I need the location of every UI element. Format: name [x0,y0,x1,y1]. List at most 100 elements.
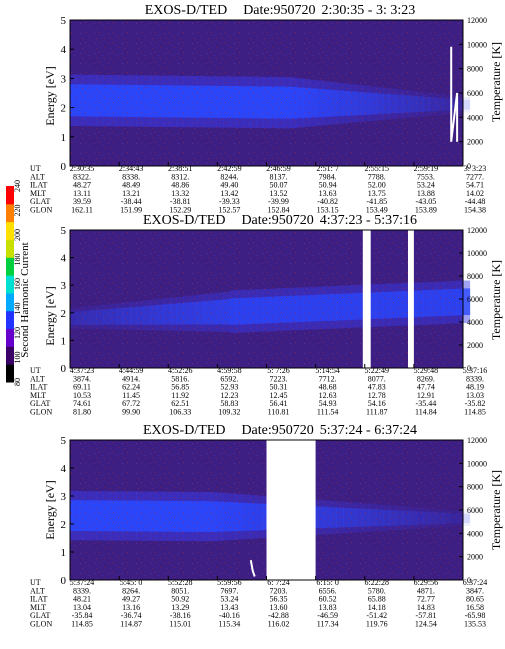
table-cell: 74.61 [73,399,91,408]
table-cell: 12.91 [417,391,435,400]
table-cell: 13.04 [73,603,91,612]
panel-2-gaps [362,230,414,368]
table-cell: -40.82 [317,197,338,206]
table-cell: 81.80 [73,408,91,417]
table-cell: 12.78 [368,391,386,400]
colorbar-tick-label: 240 [13,180,22,192]
panel-2-ylabel-right: Temperature [K] [489,260,503,340]
table-cell: 4:44:59 [119,366,143,375]
panel-1: EXOS-D/TED Date:950720 2:30:35 - 3: 3:23 E… [30,3,503,215]
table-cell: 14.18 [368,603,386,612]
y-right-tick-label: 6000 [467,506,483,515]
table-cell: 152.57 [218,206,240,215]
table-cell: 114.87 [120,620,142,629]
table-cell: 4914. [122,374,140,383]
y-right-tick-label: 4000 [467,529,483,538]
panel-3-trace [249,560,256,577]
table-cell: 7553. [417,172,435,181]
y-right-tick-label: 2000 [467,341,483,350]
table-row-label: ALT [30,374,45,383]
table-cell: 60.52 [319,595,337,604]
colorbar-segment [6,221,14,240]
table-cell: 5: 7:26 [267,366,289,375]
table-cell: 56.41 [270,399,288,408]
table-row-label: MLT [30,189,46,198]
y-tick-label: 0 [61,363,67,375]
table-cell: -38.44 [121,197,142,206]
table-cell: 13.32 [171,189,189,198]
panel-3: EXOS-D/TED Date:950720 5:37:24 - 6:37:24 E… [30,423,503,629]
panel-3-ticks: 0 1 2 3 4 5 0 2000 4000 6000 8000 10000 12000 [61,435,488,587]
table-cell: -46.59 [317,611,338,620]
table-row-label: GLAT [30,197,51,206]
table-row-label: MLT [30,603,46,612]
panel-1-ylabel-right: Temperature [K] [489,42,503,122]
band-cell-core [463,513,471,524]
table-cell: 12.23 [220,391,238,400]
table-row-label: UT [30,366,41,375]
band-cell-outer [463,96,471,113]
table-cell: 62.51 [171,399,189,408]
table-cell: 50.07 [270,181,288,190]
table-cell: 5780. [368,586,386,595]
table-cell: 53.24 [220,595,238,604]
y-right-tick-label: 12000 [467,226,487,235]
table-cell: 13.16 [122,603,140,612]
table-cell: 7277. [466,172,484,181]
table-cell: 153.49 [366,206,388,215]
table-row-label: ALT [30,586,45,595]
table-cell: 49.27 [122,595,140,604]
colorbar-segment [6,186,14,205]
panel-2: EXOS-D/TED Date:950720 4:37:23 - 5:37:16 E… [30,213,503,417]
colorbar-segment [6,310,14,329]
table-cell: -35.44 [416,399,437,408]
table-cell: 13.52 [270,189,288,198]
table-cell: 8312. [171,172,189,181]
colorbar-label: Second Harmonic Current [19,242,31,357]
panel-1-table: UTALTILATMLTGLATGLON2:30:358322.48.2713.… [30,164,486,215]
table-cell: 116.02 [268,620,290,629]
table-cell: 152.29 [169,206,191,215]
table-cell: 5:29:48 [414,366,438,375]
y-right-tick-label: 6000 [467,89,483,98]
y-right-tick-label: 0 [467,364,471,373]
table-row-label: UT [30,578,41,587]
y-tick-label: 0 [61,161,67,173]
table-cell: 13.88 [417,189,435,198]
table-cell: 53.24 [417,181,435,190]
panel-1-title: EXOS-D/TED Date:950720 2:30:35 - 3: 3:23 [145,3,416,18]
table-cell: 2:34:43 [119,164,143,173]
table-cell: 12.45 [270,391,288,400]
table-cell: -40.16 [219,611,240,620]
table-cell: 67.72 [122,399,140,408]
table-cell: 69.11 [73,383,91,392]
y-tick-label: 2 [61,308,67,320]
colorbar-segment [6,203,14,223]
y-right-tick-label: 2000 [467,553,483,562]
table-cell: 72.77 [417,595,435,604]
table-row-label: ILAT [30,383,47,392]
table-cell: 114.84 [415,408,437,417]
colorbar-segment [6,328,14,347]
table-cell: 5:14:54 [315,366,339,375]
y-tick-label: 0 [61,575,67,587]
y-tick-label: 1 [61,335,67,347]
table-row-label: ILAT [30,181,47,190]
panel-3-table: UTALTILATMLTGLATGLON5:37:248339.48.2113.… [30,578,487,629]
table-cell: 8051. [171,586,189,595]
data-gap [266,440,316,580]
table-cell: 7788. [368,172,386,181]
y-tick-label: 2 [61,519,67,531]
table-cell: 153.89 [415,206,437,215]
table-cell: 48.21 [73,595,91,604]
table-cell: 6592. [220,374,238,383]
table-cell: 8339. [466,374,484,383]
table-cell: 6:37:24 [463,578,487,587]
colorbar-segment [6,239,14,258]
y-right-tick-label: 10000 [467,249,487,258]
table-cell: 5:52:28 [168,578,192,587]
y-tick-label: 5 [61,15,67,27]
table-cell: 50.92 [171,595,189,604]
